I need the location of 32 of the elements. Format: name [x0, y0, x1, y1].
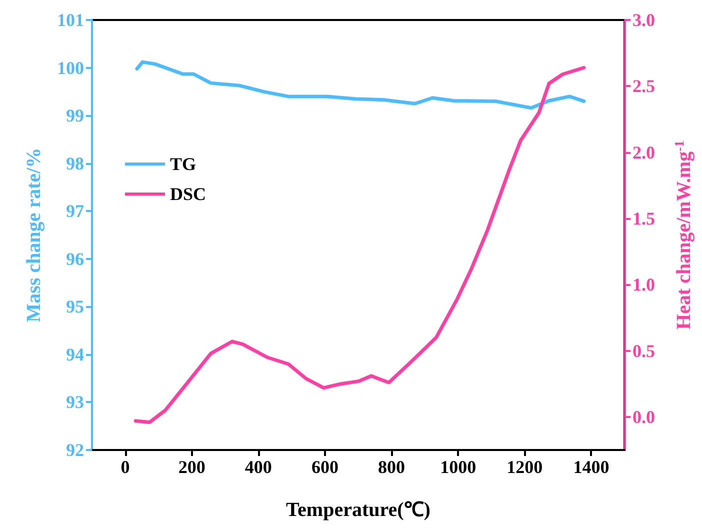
legend-label: DSC: [170, 184, 206, 204]
y-tick-label: 97: [66, 201, 84, 222]
x-tick-label: 1400: [573, 457, 610, 477]
y-tick-label: 95: [66, 296, 84, 317]
x-tick-label: 400: [244, 457, 272, 477]
x-tick-label: 200: [178, 457, 206, 477]
x-tick-label: 1200: [506, 457, 543, 477]
y2-axis-title: Heat change/mW.mg-1: [672, 140, 695, 330]
y-tick-label: 99: [66, 106, 84, 126]
y-tick-label: 93: [66, 392, 84, 412]
y2-tick-label: 0.0: [632, 406, 655, 427]
line-series: [134, 66, 586, 424]
legend-label: TG: [170, 154, 196, 174]
y2-tick-label: 3.0: [632, 10, 655, 30]
y2-tick-label: 1.5: [632, 208, 655, 228]
x-tick-label: 1000: [440, 457, 476, 477]
y-tick-label: 96: [66, 248, 84, 269]
y-tick-label: 92: [66, 440, 84, 460]
y2-tick-label: 2.5: [632, 76, 655, 96]
x-axis-title: Temperature(℃): [286, 499, 430, 521]
y2-tick-label: 0.5: [632, 340, 655, 361]
y2-tick-label: 1.0: [632, 274, 655, 295]
x-tick-label: 0: [120, 457, 130, 477]
y-tick-label: 94: [66, 344, 84, 364]
x-tick-label: 800: [378, 457, 406, 477]
x-tick-label: 600: [311, 457, 338, 477]
line-series: [135, 60, 586, 110]
y2-tick-label: 2.0: [632, 142, 655, 162]
y-axis-title: Mass change rate/%: [23, 148, 45, 322]
y-tick-label: 101: [57, 10, 84, 30]
y-tick-label: 100: [57, 58, 84, 78]
y-tick-label: 98: [66, 153, 84, 174]
